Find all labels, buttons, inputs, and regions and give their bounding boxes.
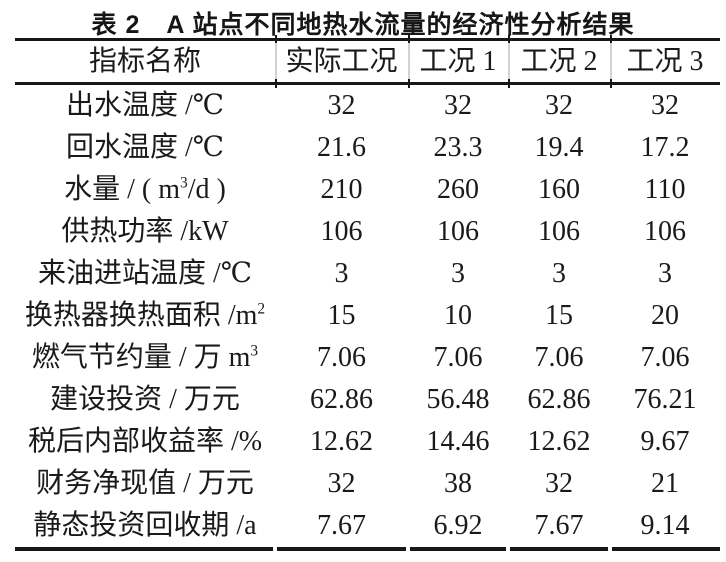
table-row-after-tax-irr: 税后内部收益率 /% 12.62 14.46 12.62 9.67 — [15, 421, 720, 463]
table-row-return-temp: 回水温度 /℃ 21.6 23.3 19.4 17.2 — [15, 127, 720, 169]
cell-value: 32 — [651, 90, 679, 121]
cell-value: 106 — [644, 216, 686, 247]
table-caption: 表 2 A 站点不同地热水流量的经济性分析结果 — [91, 11, 635, 39]
table-row-heating-power: 供热功率 /kW 106 106 106 106 — [15, 211, 720, 253]
table-row-water-volume: 水量 / ( m3/d ) 210 260 160 110 — [15, 169, 720, 211]
cell-value: 62.86 — [310, 384, 373, 415]
cell-value: 32 — [444, 90, 472, 121]
cell-value: 20 — [651, 300, 679, 331]
column-header-condition-3: 工况 3 — [626, 45, 704, 77]
column-boundary-tick — [508, 35, 510, 44]
cell-value: 106 — [320, 216, 363, 247]
column-boundary-tick — [610, 79, 612, 88]
row-label: 静态投资回收期 /a — [33, 510, 257, 541]
column-header-indicator-name: 指标名称 — [88, 45, 201, 77]
cell-value: 32 — [545, 468, 573, 499]
cell-value: 12.62 — [310, 426, 373, 457]
row-label: 水量 / ( m3/d ) — [64, 174, 226, 205]
cell-value: 15 — [327, 300, 356, 331]
cell-value: 23.3 — [433, 132, 483, 163]
cell-value: 38 — [444, 468, 472, 499]
column-boundary-gap — [506, 547, 510, 551]
cell-value: 6.92 — [433, 510, 483, 541]
cell-value: 76.21 — [633, 384, 697, 415]
column-boundary-tick — [508, 79, 510, 88]
cell-value: 260 — [437, 174, 479, 205]
table-header-rule — [15, 79, 720, 88]
table-row-financial-npv: 财务净现值 / 万元 32 38 32 21 — [15, 463, 720, 505]
column-boundary-gap — [406, 547, 410, 551]
cell-value: 14.46 — [426, 426, 490, 457]
column-boundary-tick — [408, 35, 410, 44]
column-boundary-gap — [273, 547, 277, 551]
column-header-condition-1: 工况 1 — [419, 45, 497, 77]
cell-value: 3 — [552, 258, 566, 289]
cell-value: 9.67 — [640, 426, 690, 457]
header-column-separator — [610, 43, 612, 80]
cell-value: 19.4 — [534, 132, 584, 163]
cell-value: 7.67 — [317, 510, 366, 541]
row-label: 来油进站温度 /℃ — [37, 258, 253, 289]
row-label: 建设投资 / 万元 — [50, 384, 240, 415]
cell-value: 7.06 — [640, 342, 690, 373]
row-label: 税后内部收益率 /% — [27, 426, 263, 457]
table-row-construction-investment: 建设投资 / 万元 62.86 56.48 62.86 76.21 — [15, 379, 720, 421]
cell-value: 7.06 — [433, 342, 483, 373]
cell-value: 7.67 — [534, 510, 584, 541]
header-column-separator — [508, 43, 510, 80]
cell-value: 12.62 — [527, 426, 591, 457]
table-row-gas-savings: 燃气节约量 / 万 m3 7.06 7.06 7.06 7.06 — [15, 337, 720, 379]
cell-value: 17.2 — [640, 132, 690, 163]
cell-value: 3 — [451, 258, 465, 289]
cell-value: 7.06 — [534, 342, 584, 373]
data-table: 指标名称 实际工况 工况 1 工况 2 工况 3 出水温度 /℃ 32 32 3… — [15, 35, 720, 551]
cell-value: 3 — [658, 258, 672, 289]
cell-value: 3 — [334, 258, 349, 289]
cell-value: 160 — [538, 174, 580, 205]
cell-value: 21 — [651, 468, 679, 499]
row-label: 出水温度 /℃ — [65, 90, 225, 121]
table-header-row: 指标名称 实际工况 工况 1 工况 2 工况 3 — [15, 41, 720, 82]
header-column-separator — [408, 43, 410, 80]
row-label: 燃气节约量 / 万 m3 — [31, 342, 259, 373]
cell-value: 10 — [444, 300, 472, 331]
row-label: 换热器换热面积 /m2 — [24, 300, 266, 331]
row-label: 财务净现值 / 万元 — [36, 468, 254, 499]
column-header-actual-condition: 实际工况 — [285, 45, 398, 77]
cell-value: 62.86 — [527, 384, 591, 415]
table-row-incoming-oil-temp: 来油进站温度 /℃ 3 3 3 3 — [15, 253, 720, 295]
column-header-condition-2: 工况 2 — [520, 45, 598, 77]
cell-value: 7.06 — [317, 342, 366, 373]
cell-value: 15 — [545, 300, 573, 331]
cell-value: 9.14 — [640, 510, 690, 541]
table-row-static-payback-period: 静态投资回收期 /a 7.67 6.92 7.67 9.14 — [15, 505, 720, 547]
column-boundary-tick — [408, 79, 410, 88]
column-boundary-tick — [610, 35, 612, 44]
table-top-rule — [15, 35, 720, 44]
cell-value: 106 — [538, 216, 580, 247]
row-label: 回水温度 /℃ — [65, 132, 225, 163]
cell-value: 32 — [545, 90, 573, 121]
table-row-outlet-temp: 出水温度 /℃ 32 32 32 32 — [15, 85, 720, 127]
cell-value: 32 — [327, 90, 356, 121]
column-boundary-tick — [275, 35, 277, 44]
cell-value: 110 — [644, 174, 686, 205]
row-label: 供热功率 /kW — [61, 216, 229, 247]
table-row-heat-exchange-area: 换热器换热面积 /m2 15 10 15 20 — [15, 295, 720, 337]
cell-value: 56.48 — [426, 384, 490, 415]
cell-value: 32 — [327, 468, 356, 499]
cell-value: 210 — [320, 174, 363, 205]
column-boundary-gap — [608, 547, 612, 551]
table-bottom-rule — [15, 547, 720, 551]
header-column-separator — [275, 43, 277, 80]
cell-value: 21.6 — [317, 132, 366, 163]
column-boundary-tick — [275, 79, 277, 88]
cell-value: 106 — [437, 216, 479, 247]
